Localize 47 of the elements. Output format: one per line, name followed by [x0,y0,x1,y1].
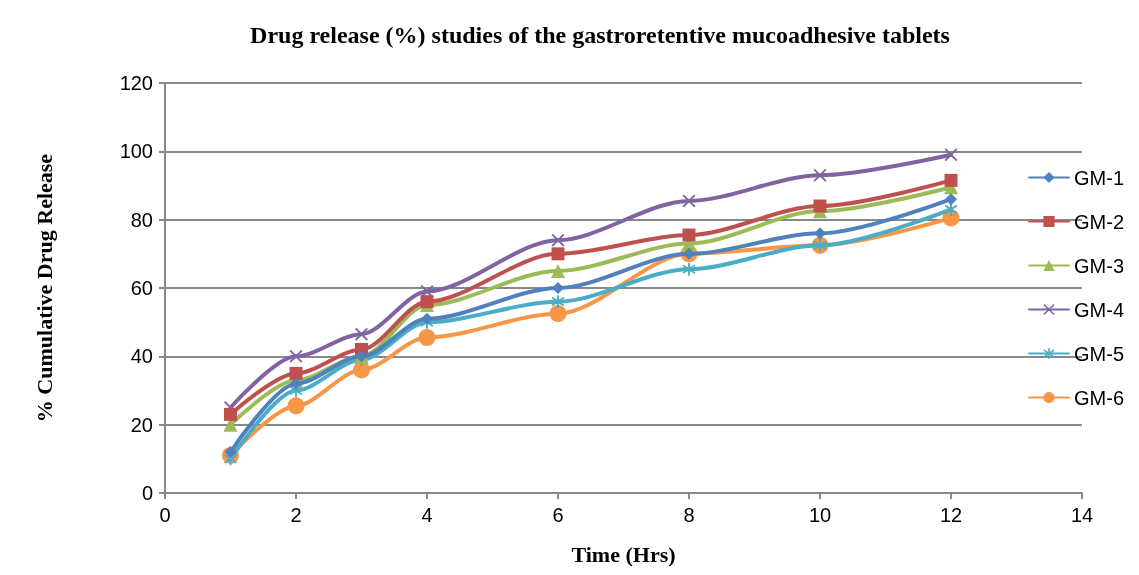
point [290,377,302,390]
point [813,168,827,182]
legend-label: GM-4 [1074,298,1124,321]
legend-label: GM-6 [1074,386,1124,409]
y-tick-label: 80 [130,208,153,231]
point [945,193,957,206]
y-tick-label: 60 [130,277,153,299]
x-tick-label: 2 [290,504,302,526]
point [287,397,305,415]
point [420,295,434,309]
point [682,194,696,208]
legend-label: GM-2 [1074,210,1124,233]
point [289,366,303,380]
x-tick-label: 12 [939,504,963,526]
y-axis-title: % Cumulative Drug Release [31,153,57,423]
x-tick-label: 14 [1070,504,1094,526]
point [224,407,237,421]
chart-title: Drug release (%) studies of the gastroretentive mucoadhesive tablets [250,22,950,48]
point [551,247,565,261]
x-axis-title: Time (Hrs) [571,541,676,567]
point [944,173,958,187]
point [814,227,826,240]
point [549,305,567,323]
x-tick-label: 8 [683,504,695,526]
point [551,295,565,309]
point [944,148,958,162]
x-tick-label: 0 [159,504,171,526]
x-tick-label: 6 [552,504,564,526]
y-tick-label: 100 [119,140,153,163]
y-tick-label: 40 [130,345,153,368]
point [353,361,370,379]
legend-label: GM-5 [1074,342,1124,365]
point [682,262,696,276]
legend-label: GM-1 [1074,166,1124,189]
point [418,329,436,347]
point [551,263,565,278]
x-tick-label: 4 [421,504,433,526]
point [813,199,827,213]
y-tick-label: 20 [130,413,153,436]
point [552,282,564,294]
x-tick-label: 10 [808,504,832,526]
point [551,233,565,247]
legend-label: GM-3 [1074,254,1124,277]
point [682,228,696,242]
y-tick-label: 0 [141,482,153,504]
point [944,202,958,216]
y-tick-label: 120 [119,72,153,94]
